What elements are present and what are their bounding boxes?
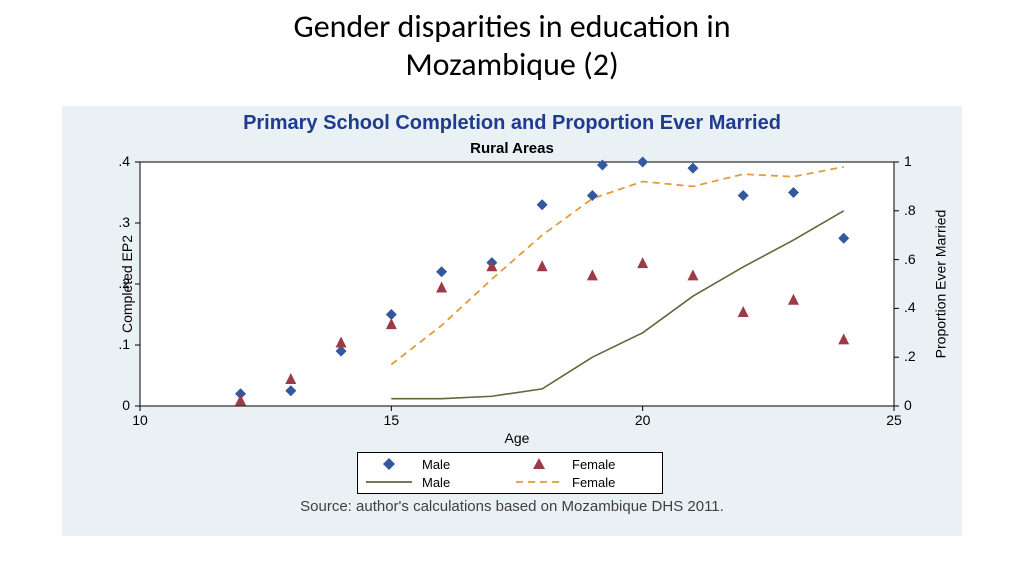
legend-swatch — [510, 455, 568, 473]
legend-row: Male Female — [360, 473, 660, 491]
slide-title: Gender disparities in education in Mozam… — [0, 8, 1024, 85]
legend-label: Male — [418, 475, 510, 490]
chart-legend: Male Female Male Female — [357, 452, 663, 494]
y2-axis-label: Proportion Ever Married — [932, 210, 948, 359]
tick-label: .6 — [904, 251, 916, 267]
legend-label: Female — [568, 457, 660, 472]
tick-label: .2 — [118, 275, 130, 291]
tick-label: 1 — [904, 153, 912, 169]
chart-subtitle: Rural Areas — [62, 140, 962, 157]
tick-label: 25 — [886, 412, 902, 428]
plot-area — [140, 162, 894, 406]
chart-title: Primary School Completion and Proportion… — [62, 112, 962, 135]
x-axis-label: Age — [140, 430, 894, 446]
tick-label: .1 — [118, 336, 130, 352]
tick-label: .4 — [904, 299, 916, 315]
source-note: Source: author's calculations based on M… — [62, 498, 962, 515]
tick-label: 10 — [132, 412, 148, 428]
tick-label: .4 — [118, 153, 130, 169]
legend-swatch — [510, 473, 568, 491]
tick-label: .3 — [118, 214, 130, 230]
slide: Gender disparities in education in Mozam… — [0, 0, 1024, 576]
title-line-2: Mozambique (2) — [405, 45, 618, 84]
chart-panel: Primary School Completion and Proportion… — [62, 106, 962, 536]
legend-swatch — [360, 455, 418, 473]
tick-label: 20 — [635, 412, 651, 428]
title-line-1: Gender disparities in education in — [294, 7, 731, 46]
tick-label: 0 — [904, 397, 912, 413]
legend-label: Female — [568, 475, 660, 490]
tick-label: .2 — [904, 348, 916, 364]
legend-row: Male Female — [360, 455, 660, 473]
legend-label: Male — [418, 457, 510, 472]
tick-label: .8 — [904, 202, 916, 218]
tick-label: 0 — [122, 397, 130, 413]
legend-swatch — [360, 473, 418, 491]
tick-label: 15 — [384, 412, 400, 428]
